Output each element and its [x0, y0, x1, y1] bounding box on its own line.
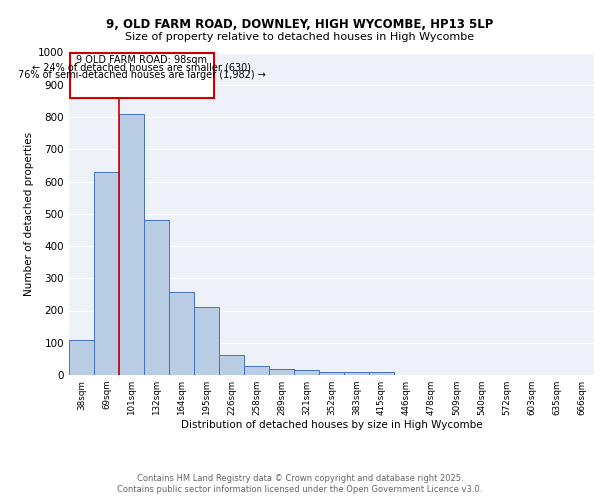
Bar [269, 368, 294, 375]
Text: Contains HM Land Registry data © Crown copyright and database right 2025.
Contai: Contains HM Land Registry data © Crown c… [118, 474, 482, 494]
Bar [244, 366, 269, 375]
Bar [94, 172, 119, 375]
Bar [69, 340, 94, 375]
Text: 76% of semi-detached houses are larger (1,982) →: 76% of semi-detached houses are larger (… [18, 70, 266, 80]
Bar [144, 220, 169, 375]
Bar [369, 372, 394, 375]
Text: 9, OLD FARM ROAD, DOWNLEY, HIGH WYCOMBE, HP13 5LP: 9, OLD FARM ROAD, DOWNLEY, HIGH WYCOMBE,… [106, 18, 494, 30]
Text: ← 24% of detached houses are smaller (630): ← 24% of detached houses are smaller (63… [32, 62, 251, 72]
Bar [169, 292, 194, 375]
Bar [119, 114, 144, 375]
FancyBboxPatch shape [70, 52, 214, 98]
Text: Size of property relative to detached houses in High Wycombe: Size of property relative to detached ho… [125, 32, 475, 42]
Bar [319, 372, 344, 375]
X-axis label: Distribution of detached houses by size in High Wycombe: Distribution of detached houses by size … [181, 420, 482, 430]
Bar [219, 354, 244, 375]
Bar [344, 372, 369, 375]
Y-axis label: Number of detached properties: Number of detached properties [24, 132, 34, 296]
Bar [294, 370, 319, 375]
Bar [194, 306, 219, 375]
Text: 9 OLD FARM ROAD: 98sqm: 9 OLD FARM ROAD: 98sqm [76, 55, 207, 65]
